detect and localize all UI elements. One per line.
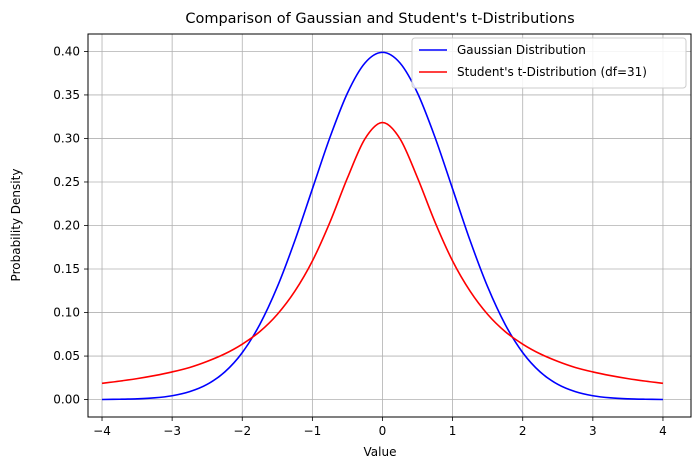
- x-tick-label: 4: [659, 424, 667, 438]
- legend: Gaussian Distribution Student's t-Distri…: [411, 37, 687, 89]
- series-line-0: [102, 51, 663, 401]
- y-tick-label: 0.35: [53, 88, 80, 102]
- y-tick-label: 0.25: [53, 175, 80, 189]
- y-tick-label: 0.40: [53, 44, 80, 58]
- y-axis-label: Probability Density: [9, 169, 23, 282]
- legend-box: [411, 37, 687, 89]
- series-group: [101, 51, 664, 401]
- x-tick-label: 0: [379, 424, 387, 438]
- x-tick-label: 3: [589, 424, 597, 438]
- series-line-1: [101, 121, 664, 385]
- legend-entry-t: Student's t-Distribution (df=31): [457, 65, 647, 79]
- x-tick-label: 2: [519, 424, 527, 438]
- y-tick-label: 0.20: [53, 219, 80, 233]
- y-ticks: 0.00 0.05 0.10 0.15 0.20 0.25 0.30 0.35 0.40: [53, 44, 88, 407]
- x-ticks: −4 −3 −2 −1 0 1 2 3 4: [93, 417, 667, 438]
- legend-entry-gaussian: Gaussian Distribution: [457, 43, 586, 57]
- y-tick-label: 0.30: [53, 131, 80, 145]
- x-tick-label: −3: [163, 424, 181, 438]
- y-tick-label: 0.15: [53, 262, 80, 276]
- x-tick-label: −4: [93, 424, 111, 438]
- grid: [88, 34, 691, 417]
- x-tick-label: −1: [304, 424, 322, 438]
- y-tick-label: 0.00: [53, 393, 80, 407]
- x-tick-label: −2: [233, 424, 251, 438]
- x-tick-label: 1: [449, 424, 457, 438]
- y-tick-label: 0.10: [53, 306, 80, 320]
- x-axis-label: Value: [364, 445, 397, 459]
- y-tick-label: 0.05: [53, 349, 80, 363]
- chart-title: Comparison of Gaussian and Student's t-D…: [185, 11, 574, 27]
